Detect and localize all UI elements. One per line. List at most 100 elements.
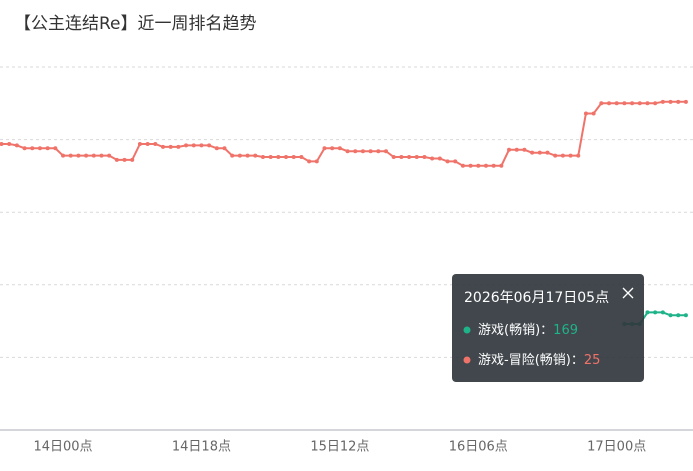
data-point: [68, 153, 73, 158]
data-point: [668, 99, 673, 104]
data-point: [145, 141, 150, 146]
data-point: [0, 141, 4, 146]
tooltip-value: 169: [553, 323, 578, 338]
tooltip-row: 游戏(畅销)：169: [478, 323, 578, 338]
data-point: [645, 310, 650, 315]
data-point: [583, 111, 588, 116]
data-point: [622, 101, 627, 106]
data-point: [660, 310, 665, 315]
data-point: [30, 146, 35, 151]
data-point: [330, 146, 335, 151]
series-line: [1, 100, 686, 167]
data-point: [530, 150, 535, 155]
data-point: [53, 146, 58, 151]
data-point: [468, 163, 473, 168]
data-point: [314, 159, 319, 164]
data-point: [460, 163, 465, 168]
data-point: [453, 159, 458, 164]
tooltip-value: 25: [584, 353, 601, 368]
data-point: [391, 155, 396, 160]
data-point: [591, 111, 596, 116]
data-point: [222, 146, 227, 151]
tooltip-marker: [463, 326, 471, 334]
data-point: [291, 155, 296, 160]
data-point: [483, 163, 488, 168]
data-point: [299, 155, 304, 160]
x-tick-label: 14日00点: [33, 440, 92, 455]
data-point: [353, 149, 358, 154]
data-point: [84, 153, 89, 158]
data-point: [260, 155, 265, 160]
x-tick-label: 15日12点: [310, 440, 369, 455]
data-point: [653, 101, 658, 106]
data-point: [276, 155, 281, 160]
data-point: [153, 141, 158, 146]
data-point: [37, 146, 42, 151]
data-point: [184, 143, 189, 148]
data-point: [683, 99, 688, 104]
tooltip-close[interactable]: [622, 287, 634, 299]
data-point: [499, 163, 504, 168]
data-point: [22, 146, 27, 151]
data-point: [422, 155, 427, 160]
data-point: [376, 149, 381, 154]
data-point: [237, 153, 242, 158]
data-point: [645, 101, 650, 106]
data-point: [414, 155, 419, 160]
data-point: [407, 155, 412, 160]
data-point: [660, 99, 665, 104]
data-point: [230, 153, 235, 158]
x-tick-label: 16日06点: [449, 440, 508, 455]
data-point: [368, 149, 373, 154]
data-point: [537, 150, 542, 155]
data-point: [114, 157, 119, 162]
data-point: [322, 146, 327, 151]
data-point: [491, 163, 496, 168]
tooltip-series-name: 游戏(畅销): [478, 323, 540, 338]
data-point: [122, 157, 127, 162]
data-point: [553, 153, 558, 158]
data-point: [384, 149, 388, 154]
data-point: [168, 144, 173, 149]
data-point: [7, 141, 12, 146]
data-point: [91, 153, 96, 158]
data-point: [514, 147, 519, 152]
tooltip-box: [452, 274, 644, 382]
data-point: [99, 153, 104, 158]
data-point: [45, 146, 50, 151]
tooltip-separator: ：: [540, 323, 553, 338]
data-point: [284, 155, 289, 160]
data-point: [176, 144, 181, 149]
data-point: [599, 101, 604, 106]
data-point: [245, 153, 250, 158]
tooltip-series-name: 游戏-冒险(畅销): [478, 353, 571, 368]
data-point: [14, 143, 19, 148]
data-point: [268, 155, 273, 160]
data-point: [337, 146, 342, 151]
data-point: [507, 147, 512, 152]
data-point: [522, 147, 527, 152]
data-point: [560, 153, 565, 158]
data-point: [160, 144, 165, 149]
tooltip-title: 2026年06月17日05点: [464, 290, 609, 306]
data-point: [130, 157, 135, 162]
tooltip-row: 游戏-冒险(畅销)：25: [478, 353, 600, 368]
data-point: [630, 101, 635, 106]
data-point: [476, 163, 481, 168]
plot-area: 14日00点 14日18点 15日12点 16日06点 17日00点: [0, 66, 693, 455]
x-tick-label: 17日00点: [587, 440, 646, 455]
data-point: [207, 143, 212, 148]
data-point: [653, 310, 658, 315]
tooltip-separator: ：: [571, 353, 584, 368]
data-point: [191, 143, 196, 148]
x-tick-label: 14日18点: [172, 440, 231, 455]
data-point: [437, 156, 442, 161]
data-point: [676, 99, 681, 104]
data-point: [614, 101, 619, 106]
data-point: [637, 101, 642, 106]
data-point: [199, 143, 204, 148]
data-point: [137, 141, 142, 146]
tooltip-marker: [463, 356, 471, 364]
data-point: [545, 150, 550, 155]
